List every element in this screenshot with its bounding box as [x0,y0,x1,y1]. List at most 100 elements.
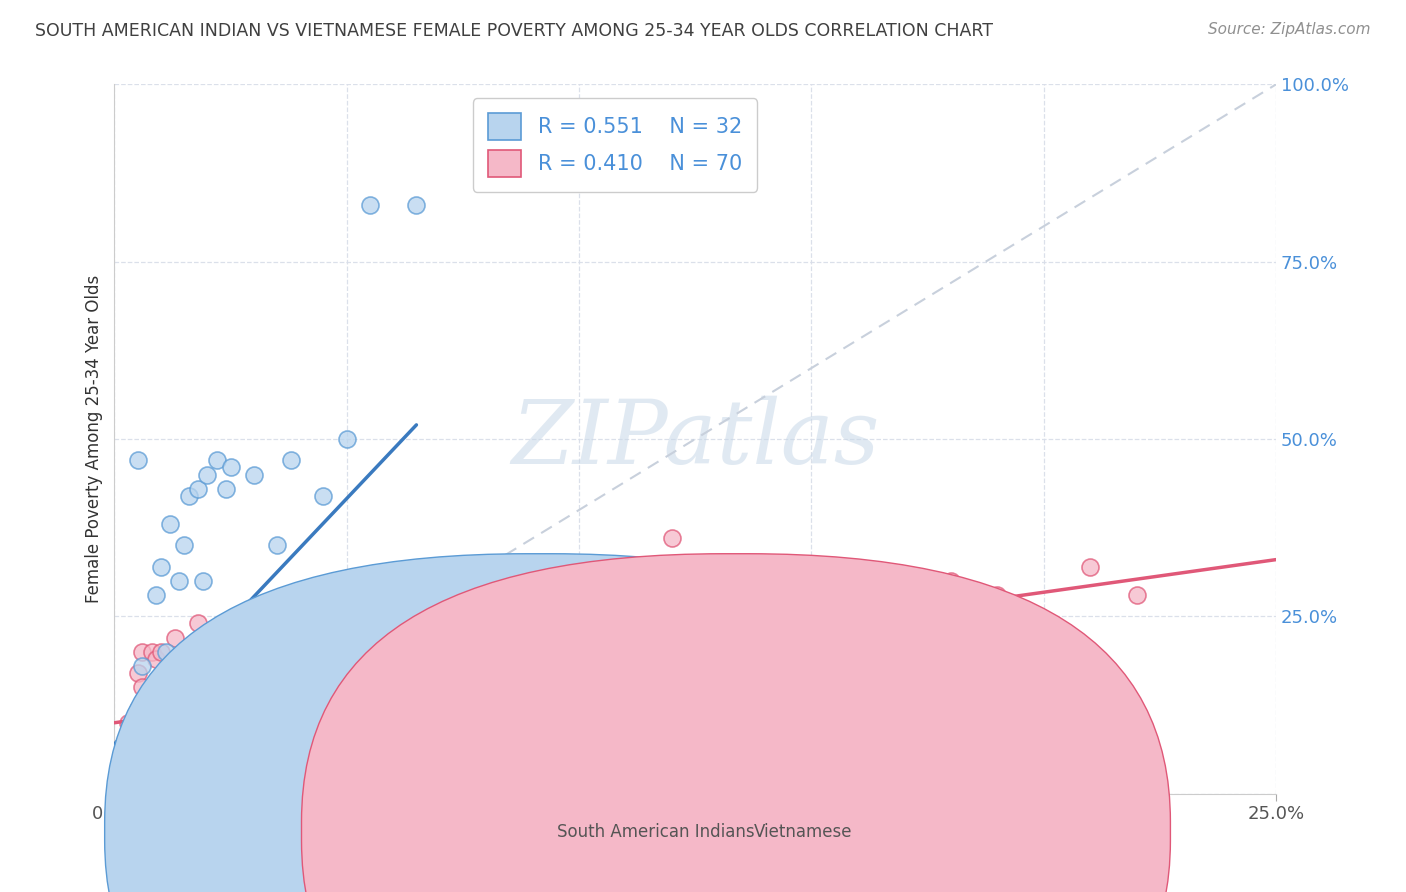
Point [205,645,228,659]
Point [131,645,153,659]
Point [224,666,246,681]
Point [187,482,209,496]
Text: Vietnamese: Vietnamese [754,823,852,841]
Text: South American Indians: South American Indians [557,823,755,841]
Point [122,765,145,780]
Point [112,758,135,772]
Point [326,616,349,631]
Point [177,489,200,503]
Point [145,652,167,666]
Point [280,453,302,467]
Point [122,744,145,758]
Point [359,638,381,652]
Point [112,737,135,751]
Point [201,673,224,688]
Point [183,737,205,751]
Point [316,659,339,673]
Point [986,588,1008,602]
Point [276,609,298,624]
Point [243,659,266,673]
Point [1078,559,1101,574]
Point [229,631,252,645]
Point [266,694,288,708]
Point [614,616,637,631]
Point [308,631,330,645]
Point [1032,659,1054,673]
Point [284,602,307,616]
Point [262,624,284,638]
Point [522,574,544,588]
Point [661,532,683,546]
Point [177,715,200,730]
Point [256,681,278,695]
Point [270,645,292,659]
Point [127,666,149,681]
Point [359,198,381,212]
Point [238,645,260,659]
Point [163,631,186,645]
Point [187,616,209,631]
Point [141,645,163,659]
Y-axis label: Female Poverty Among 25-34 Year Olds: Female Poverty Among 25-34 Year Olds [86,275,103,603]
Point [173,538,195,552]
Point [195,701,218,715]
Point [155,645,177,659]
Point [280,652,302,666]
Point [219,460,242,475]
Point [233,694,256,708]
Point [568,588,591,602]
Point [312,489,335,503]
Point [215,687,238,701]
Text: Source: ZipAtlas.com: Source: ZipAtlas.com [1208,22,1371,37]
Point [169,574,191,588]
Point [290,715,312,730]
Point [429,609,451,624]
Point [159,694,181,708]
Point [1125,588,1147,602]
Point [141,687,163,701]
Text: SOUTH AMERICAN INDIAN VS VIETNAMESE FEMALE POVERTY AMONG 25-34 YEAR OLDS CORRELA: SOUTH AMERICAN INDIAN VS VIETNAMESE FEMA… [35,22,993,40]
Point [127,453,149,467]
Point [219,645,242,659]
Point [215,482,238,496]
Point [136,687,159,701]
Point [117,744,139,758]
Point [131,659,153,673]
Point [145,588,167,602]
Point [298,659,321,673]
Point [173,744,195,758]
Point [155,666,177,681]
Point [173,652,195,666]
Point [336,432,359,446]
Point [136,723,159,737]
Point [233,631,256,645]
Point [475,616,498,631]
Point [127,701,149,715]
Point [141,701,163,715]
Point [169,681,191,695]
Point [336,652,359,666]
Point [846,574,869,588]
Point [191,687,214,701]
Point [247,694,270,708]
Point [405,198,427,212]
Point [252,681,274,695]
Point [149,645,172,659]
Point [195,467,218,482]
Point [149,559,172,574]
Point [205,453,228,467]
Point [405,616,427,631]
Point [117,715,139,730]
Point [243,467,266,482]
Point [108,751,131,765]
Point [800,616,823,631]
Point [145,715,167,730]
Point [191,574,214,588]
Point [131,681,153,695]
Text: ZIPatlas: ZIPatlas [510,396,879,483]
Point [939,574,962,588]
Point [754,588,776,602]
Point [893,602,915,616]
Point [290,638,312,652]
Point [266,538,288,552]
